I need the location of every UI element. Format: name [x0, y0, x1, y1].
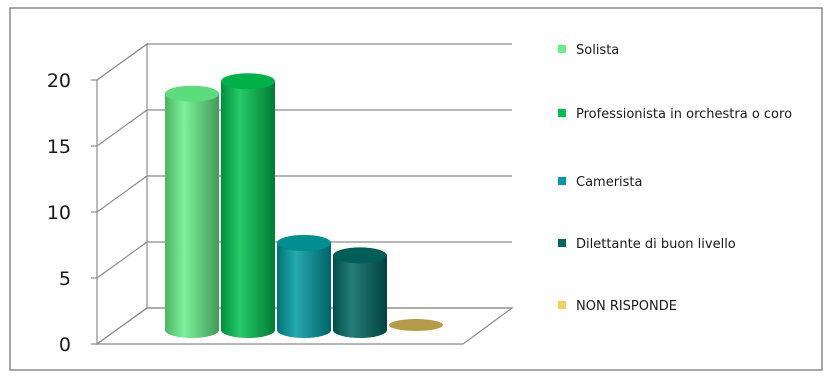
bar-2: [221, 81, 275, 338]
y-axis-ticks: 0 5 10 15 20: [47, 70, 97, 356]
legend-swatch: [558, 301, 566, 309]
bar-1: [165, 93, 219, 338]
legend-label: Camerista: [576, 175, 643, 190]
legend-swatch: [558, 45, 566, 53]
legend-swatch: [558, 177, 566, 185]
y-tick-label: 15: [47, 136, 71, 158]
y-tick-label: 20: [47, 70, 71, 92]
gridline: [96, 109, 512, 147]
bar-5: [389, 319, 443, 331]
y-tick-label: 0: [59, 334, 71, 356]
y-tick-label: 5: [59, 268, 71, 290]
legend-swatch: [558, 109, 566, 117]
legend-label: Professionista in orchestra o coro: [576, 107, 793, 122]
gridline: [96, 241, 512, 279]
gridlines: [96, 43, 512, 345]
legend-swatch: [558, 239, 566, 247]
legend-label: Dilettante di buon livello: [576, 237, 736, 252]
bar-1-top: [165, 85, 219, 102]
bar-3-top: [277, 234, 331, 251]
bar-4-top: [333, 247, 387, 264]
bar-4: [333, 255, 387, 338]
legend-label: Solista: [576, 43, 620, 58]
y-tick-label: 10: [47, 202, 71, 224]
gridline: [96, 175, 512, 213]
chart-frame: [9, 7, 823, 371]
legend-label: NON RISPONDE: [576, 299, 677, 314]
gridline: [96, 43, 512, 81]
bar-2-top: [221, 73, 275, 90]
bars: [165, 73, 443, 338]
bar-3: [277, 242, 331, 338]
gridline: [96, 307, 512, 345]
